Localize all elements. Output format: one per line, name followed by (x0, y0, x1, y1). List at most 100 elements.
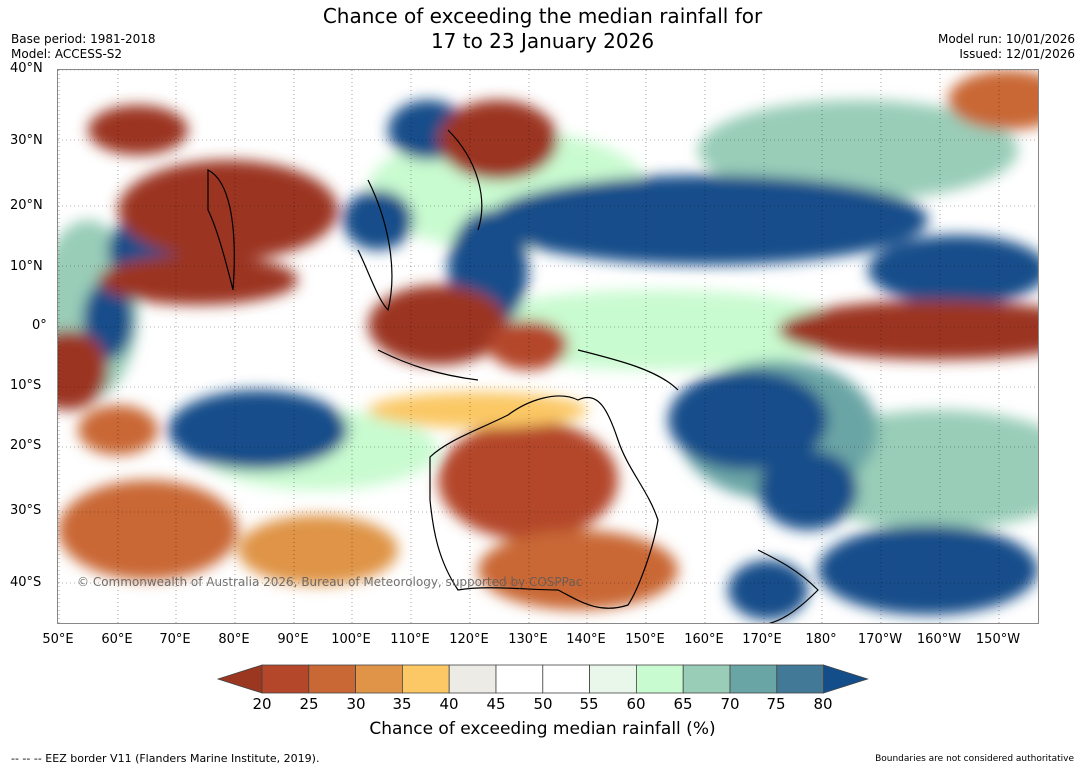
colorbar-tick: 30 (346, 695, 366, 713)
region-blue-central-pacific (868, 235, 1038, 305)
colorbar-swatch (589, 664, 637, 694)
colorbar-arrow-low (217, 664, 263, 694)
region-dry-maritime (368, 285, 508, 365)
colorbar-swatch (542, 664, 590, 694)
colorbar-tick: 80 (813, 695, 833, 713)
lon-label-140e: 140°E (566, 632, 606, 647)
colorbar-tick: 75 (766, 695, 786, 713)
lon-label-180: 180° (805, 632, 837, 647)
region-dry-south-indian (58, 480, 238, 580)
lon-label-170e: 170°E (742, 632, 782, 647)
lon-label-60e: 60°E (101, 632, 133, 647)
colorbar-label: Chance of exceeding median rainfall (%) (369, 719, 716, 739)
coastline-china (447, 129, 483, 231)
region-dry-middle-east (88, 105, 188, 155)
region-dry-north-australia (368, 392, 588, 428)
lat-label-20n: 20°N (10, 198, 43, 213)
lon-label-170w: 170°W (857, 632, 903, 647)
lon-label-90e: 90°E (277, 632, 309, 647)
lon-label-70e: 70°E (159, 632, 191, 647)
lat-label-30s: 30°S (10, 503, 42, 518)
model-run: Model run: 10/01/2026 (937, 32, 1075, 46)
rainfall-probability-field (58, 70, 1038, 620)
region-mid-green-2 (698, 100, 1018, 200)
region-blue-tasman (818, 525, 1038, 615)
lat-label-10n: 10°N (10, 259, 43, 274)
colorbar-swatch (308, 664, 357, 694)
lon-label-150w: 150°W (975, 632, 1021, 647)
region-blue-south-pacific (758, 450, 858, 530)
colorbar-tick: 65 (673, 695, 693, 713)
region-dry-australia-west (438, 420, 618, 540)
model-name: Model: ACCESS-S2 (11, 47, 123, 61)
region-blue-pacific (488, 175, 928, 265)
lon-label-50e: 50°E (42, 632, 74, 647)
colorbar-arrow-high (823, 664, 869, 694)
eez-legend-note: -- -- -- EEZ border V11 (Flanders Marine… (11, 752, 320, 765)
region-blue-indian-ocean (168, 390, 348, 470)
region-blue-indochina (343, 190, 413, 250)
region-blue-west-indian (83, 280, 133, 360)
lon-label-160e: 160°E (684, 632, 724, 647)
map-canvas (58, 70, 1038, 623)
colorbar-swatch (729, 664, 778, 694)
graticule (58, 70, 1038, 623)
region-dry-bay-of-bengal (98, 255, 298, 305)
colorbar-swatch (635, 664, 684, 694)
colorbar-tick: 55 (579, 695, 599, 713)
base-period: Base period: 1981-2018 (11, 32, 156, 46)
region-dry-south-indian-2 (238, 515, 398, 585)
region-dry-india (118, 160, 338, 260)
lon-label-120e: 120°E (449, 632, 489, 647)
coastline-india (207, 169, 235, 291)
region-dry-central-pacific (778, 300, 1038, 360)
lat-label-equator: 0° (32, 318, 47, 333)
colorbar-swatch (355, 664, 403, 694)
lon-label-160w: 160°W (916, 632, 962, 647)
colorbar-swatch (448, 664, 497, 694)
map-title: Chance of exceeding the median rainfall … (0, 4, 1085, 54)
rainfall-map (57, 69, 1039, 624)
colorbar-swatch (682, 664, 731, 694)
region-blue-new-zealand (728, 560, 808, 620)
colorbar-tick: 60 (626, 695, 646, 713)
title-line-2: 17 to 23 January 2026 (430, 29, 655, 53)
coastline-indochina (357, 179, 393, 312)
coastline-new-zealand (757, 549, 819, 623)
colorbar-tick: 20 (252, 695, 272, 713)
colorbar-swatch (776, 664, 824, 694)
lon-label-80e: 80°E (218, 632, 250, 647)
region-dry-australia-south (478, 530, 678, 610)
issued-date: Issued: 12/01/2026 (959, 47, 1075, 61)
colorbar-tick: 70 (720, 695, 740, 713)
lon-label-110e: 110°E (390, 632, 430, 647)
colorbar-tick: 35 (392, 695, 412, 713)
lat-label-40n: 40°N (10, 61, 43, 76)
boundaries-disclaimer: Boundaries are not considered authoritat… (875, 754, 1074, 764)
lon-label-100e: 100°E (331, 632, 371, 647)
region-dry-sulawesi (488, 320, 568, 370)
coastline-indonesia (377, 349, 479, 381)
colorbar-swatch (261, 664, 310, 694)
meta-right: Model run: 10/01/2026 Issued: 12/01/2026 (938, 32, 1075, 62)
colorbar-tick: 50 (533, 695, 553, 713)
lat-label-40s: 40°S (10, 575, 42, 590)
colorbar-tick: 25 (299, 695, 319, 713)
region-blue-coral-sea (668, 370, 828, 470)
region-dry-africa-coast (58, 330, 108, 410)
meta-left: Base period: 1981-2018 Model: ACCESS-S2 (11, 32, 156, 62)
lon-label-130e: 130°E (508, 632, 548, 647)
lat-label-10s: 10°S (10, 378, 42, 393)
lon-label-150e: 150°E (625, 632, 665, 647)
coastline-new-guinea (577, 349, 679, 391)
lat-label-30n: 30°N (10, 133, 43, 148)
colorbar-swatch (401, 664, 450, 694)
lat-label-20s: 20°S (10, 438, 42, 453)
title-line-1: Chance of exceeding the median rainfall … (322, 4, 763, 28)
colorbar-tick: 45 (486, 695, 506, 713)
colorbar-swatch (495, 664, 544, 694)
region-dry-north-pacific (948, 70, 1038, 130)
colorbar-swatches (217, 664, 869, 694)
colorbar (217, 664, 869, 694)
copyright-watermark: © Commonwealth of Australia 2026, Bureau… (77, 575, 583, 589)
